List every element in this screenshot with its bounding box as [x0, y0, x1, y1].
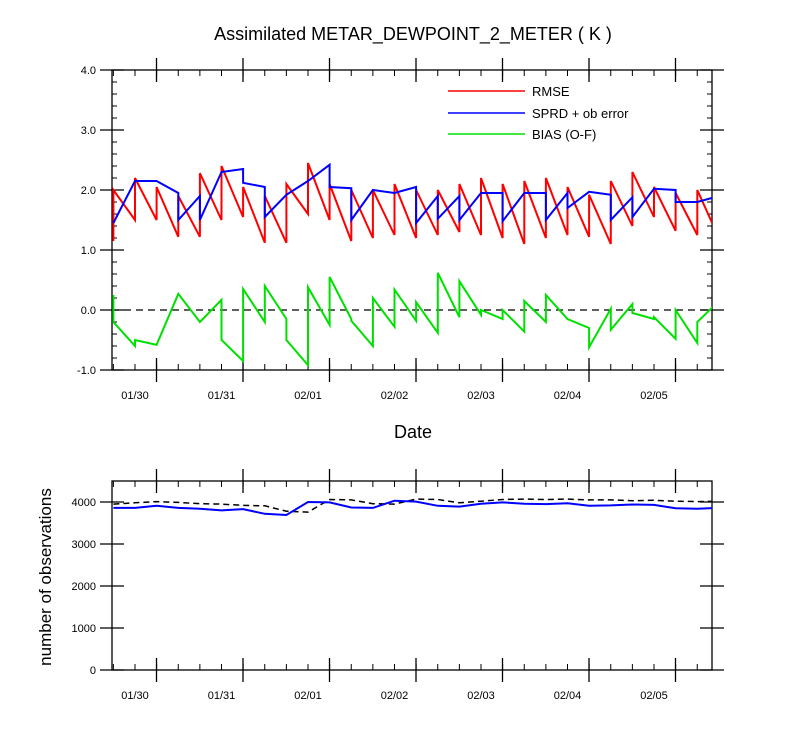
x-tick-label: 02/02 [381, 690, 409, 702]
bottom-panel: 0 1000 2000 3000 4000 01/30 01/31 02/01 02/02 02/… [72, 469, 724, 702]
bottom-frame [111, 480, 713, 671]
legend-entry: SPRD + ob error [532, 106, 629, 121]
y-tick-label: -1.0 [77, 365, 96, 377]
x-tick-label: 02/05 [640, 390, 668, 402]
y-tick-label: 1.0 [81, 245, 96, 257]
y-tick-label: 0.0 [81, 305, 96, 317]
x-tick-label: 01/31 [208, 690, 236, 702]
bias-line [112, 272, 712, 368]
x-tick-label: 01/30 [121, 390, 149, 402]
x-tick-label: 02/01 [294, 690, 322, 702]
chart-title: Assimilated METAR_DEWPOINT_2_METER ( K ) [214, 24, 612, 45]
legend-entry: RMSE [532, 84, 570, 99]
x-tick-label: 02/02 [381, 390, 409, 402]
y-tick-label: 4.0 [81, 65, 96, 77]
top-frame [111, 69, 713, 371]
y-tick-label: 2000 [72, 581, 96, 593]
top-plot-area [112, 162, 712, 368]
obs-possible-line [113, 498, 712, 513]
y-tick-label: 4000 [72, 497, 96, 509]
x-tick-label: 01/31 [208, 390, 236, 402]
x-tick-label: 02/04 [554, 690, 582, 702]
y-tick-label: 1000 [72, 623, 96, 635]
x-tick-label: 02/04 [554, 390, 582, 402]
sprd-line [112, 162, 712, 226]
x-tick-label: 02/05 [640, 690, 668, 702]
x-axis-label: Date [394, 422, 432, 442]
y-tick-label: 0 [90, 665, 96, 677]
x-tick-label: 02/03 [467, 690, 495, 702]
legend: RMSE SPRD + ob error BIAS (O-F) [448, 84, 629, 142]
obs-used-line [113, 499, 712, 517]
x-tick-label: 02/01 [294, 390, 322, 402]
top-panel: -1.0 0.0 1.0 2.0 3.0 4.0 01/30 01/31 02/01 02/02 0… [77, 58, 724, 402]
y-tick-label: 3.0 [81, 125, 96, 137]
legend-entry: BIAS (O-F) [532, 127, 596, 142]
y-tick-label: 2.0 [81, 185, 96, 197]
x-tick-label: 02/03 [467, 390, 495, 402]
x-tick-label: 01/30 [121, 690, 149, 702]
y-tick-label: 3000 [72, 539, 96, 551]
obs-y-axis-label: number of observations [36, 488, 55, 666]
bottom-plot-area [113, 498, 712, 517]
